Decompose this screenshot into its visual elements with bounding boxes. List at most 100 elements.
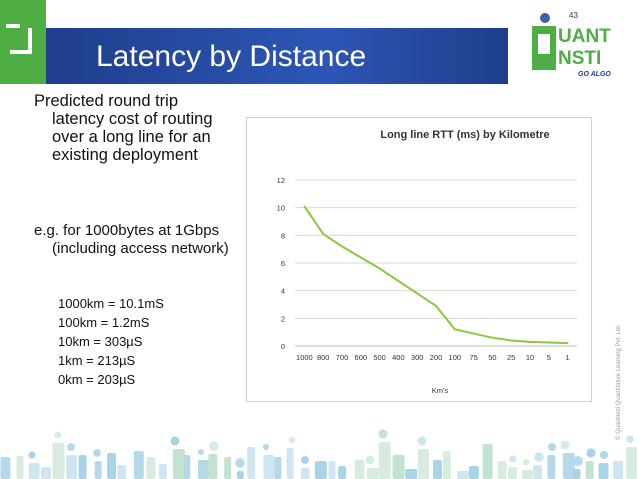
data-point bbox=[322, 233, 324, 235]
footer-block bbox=[286, 448, 294, 479]
footer-block bbox=[146, 457, 156, 479]
x-tick-label: 700 bbox=[336, 353, 349, 362]
footer-block bbox=[482, 444, 493, 479]
x-tick-label: 1 bbox=[566, 353, 570, 362]
footer-dot bbox=[67, 443, 75, 451]
footer-pattern bbox=[0, 429, 638, 479]
y-tick-label: 2 bbox=[281, 314, 285, 323]
footer-block bbox=[378, 442, 391, 479]
data-point bbox=[454, 328, 456, 331]
bullet-example: e.g. for 1000bytes at 1Gbps (including a… bbox=[34, 222, 248, 258]
footer-block bbox=[442, 451, 451, 479]
chart-title: Long line RTT (ms) by Kilometre bbox=[380, 129, 549, 141]
data-point bbox=[529, 341, 531, 343]
footer-dot bbox=[235, 458, 245, 468]
y-tick-label: 6 bbox=[281, 259, 285, 268]
footer-block bbox=[274, 457, 282, 479]
list-item: 0km = 203µS bbox=[58, 372, 136, 387]
x-tick-label: 75 bbox=[469, 353, 477, 362]
footer-block bbox=[366, 468, 379, 479]
footer-dot bbox=[54, 431, 62, 439]
footer-block bbox=[547, 455, 556, 479]
footer-block bbox=[338, 466, 347, 479]
data-point bbox=[378, 267, 381, 270]
footer-block bbox=[328, 461, 336, 479]
footer-block bbox=[208, 454, 218, 479]
x-tick-label: 5 bbox=[547, 353, 551, 362]
footer-block bbox=[94, 461, 102, 479]
footer-block bbox=[117, 465, 127, 479]
footer-block bbox=[40, 467, 51, 479]
x-tick-label: 800 bbox=[317, 353, 330, 362]
footer-block bbox=[158, 464, 167, 479]
logo-dot-icon bbox=[540, 13, 550, 23]
footer-block bbox=[405, 469, 418, 479]
footer-block bbox=[28, 463, 40, 479]
footer-block bbox=[16, 456, 24, 479]
footer-dot bbox=[560, 440, 570, 450]
footer-dot bbox=[586, 448, 596, 458]
data-point bbox=[510, 339, 512, 342]
footer-block bbox=[224, 457, 232, 479]
x-tick-label: 50 bbox=[488, 353, 496, 362]
footer-block bbox=[300, 468, 310, 479]
footer-dot bbox=[209, 441, 219, 451]
footer-block bbox=[107, 453, 117, 479]
chart-container: Long line RTT (ms) by Kilometre 0 2 4 6 8 10 1… bbox=[246, 117, 592, 402]
logo-q-icon bbox=[532, 26, 556, 70]
bullet2-line2: (including access network) bbox=[52, 240, 229, 257]
footer-block bbox=[247, 447, 256, 479]
bullet1-line4: existing deployment bbox=[52, 146, 198, 164]
x-tick-label: 1000 bbox=[296, 353, 313, 362]
data-point bbox=[416, 292, 418, 295]
list-item: 100km = 1.2mS bbox=[58, 315, 150, 330]
footer-block bbox=[354, 460, 365, 479]
bullet2-line1: e.g. for 1000bytes at 1Gbps bbox=[34, 222, 220, 239]
footer-block bbox=[314, 461, 327, 479]
series-line bbox=[303, 205, 568, 345]
y-tick-label: 12 bbox=[277, 176, 285, 185]
footer-block bbox=[78, 455, 87, 479]
latency-list: 1000km = 10.1mS 100km = 1.2mS 10km = 303… bbox=[58, 294, 164, 389]
footer-dot bbox=[378, 429, 388, 439]
title-banner bbox=[46, 28, 508, 84]
x-tick-label: 500 bbox=[373, 353, 386, 362]
list-item: 10km = 303µS bbox=[58, 334, 143, 349]
footer-block bbox=[0, 457, 11, 479]
footer-block bbox=[598, 463, 609, 479]
corner-logo-icon bbox=[6, 24, 32, 54]
footer-block bbox=[263, 455, 275, 479]
x-tick-label: 25 bbox=[507, 353, 515, 362]
footer-block bbox=[197, 460, 209, 479]
footer-block bbox=[626, 447, 638, 479]
footer-block bbox=[172, 449, 185, 479]
x-tick-label: 300 bbox=[411, 353, 424, 362]
page-number: 43 bbox=[569, 11, 578, 20]
list-item: 1000km = 10.1mS bbox=[58, 296, 164, 311]
footer-dot bbox=[170, 436, 180, 446]
x-tick-label: 100 bbox=[449, 353, 462, 362]
footer-block bbox=[613, 461, 624, 479]
x-tick-label: 400 bbox=[392, 353, 405, 362]
y-tick-label: 0 bbox=[281, 342, 285, 351]
footer-block bbox=[572, 469, 581, 479]
footer-dot bbox=[93, 449, 101, 457]
x-tick-label: 600 bbox=[355, 353, 368, 362]
footer-block bbox=[562, 453, 575, 479]
x-tick-label: 200 bbox=[430, 353, 443, 362]
footer-dot bbox=[28, 451, 36, 459]
data-point bbox=[491, 336, 494, 339]
y-tick-label: 10 bbox=[277, 204, 285, 213]
footer-block bbox=[183, 455, 191, 479]
left-accent-bar bbox=[0, 0, 46, 84]
footer-dot bbox=[301, 456, 309, 464]
footer-block bbox=[418, 449, 430, 479]
footer-dot bbox=[573, 456, 583, 466]
data-point bbox=[548, 341, 550, 344]
bullet1-line3: over a long line for an bbox=[52, 128, 211, 146]
footer-block bbox=[432, 460, 442, 479]
footer-block bbox=[585, 461, 594, 479]
data-point bbox=[472, 332, 475, 335]
footer-dot bbox=[365, 455, 375, 465]
logo-tagline: GO ALGO bbox=[578, 71, 611, 78]
